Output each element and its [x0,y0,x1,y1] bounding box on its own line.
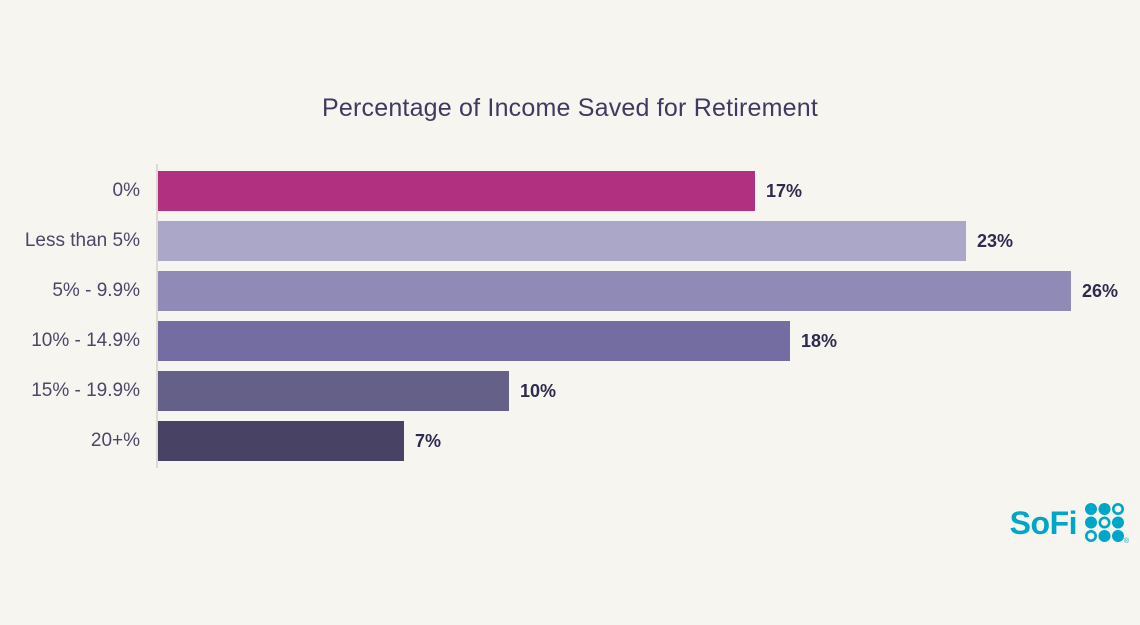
value-label: 23% [977,230,1014,251]
bar-track: 18% [158,321,1140,361]
bar [158,321,790,361]
registered-trademark-icon: ® [1123,538,1129,545]
bar-track: 17% [158,171,1140,211]
bar-track: 23% [158,221,1140,261]
bar-track: 26% [158,271,1140,311]
bar-row: 5% - 9.9% 26% [0,271,1140,311]
bar-track: 10% [158,371,1140,411]
bar-row: 20+% 7% [0,421,1140,461]
bar-chart: 0% 17% Less than 5% 23% 5% - 9.9% 26% 10… [0,164,1140,471]
category-label: 5% - 9.9% [52,280,140,301]
bar-row: 15% - 19.9% 10% [0,371,1140,411]
category-label: Less than 5% [24,230,140,251]
bar [158,221,966,261]
bar [158,271,1071,311]
category-label: 15% - 19.9% [31,380,140,401]
value-label: 7% [415,430,442,451]
category-label: 10% - 14.9% [31,330,140,351]
bar [158,421,404,461]
category-label: 0% [112,180,140,201]
bar-track: 7% [158,421,1140,461]
value-label: 18% [801,330,838,351]
sofi-wordmark: SoFi [1009,504,1078,541]
bar-row: Less than 5% 23% [0,221,1140,261]
chart-title: Percentage of Income Saved for Retiremen… [322,94,818,122]
bar [158,371,509,411]
bar [158,171,755,211]
category-label: 20+% [90,430,140,451]
sofi-dot-grid-icon [1085,503,1124,542]
value-label: 10% [520,380,557,401]
value-label: 17% [766,180,803,201]
bar-row: 0% 17% [0,171,1140,211]
bar-row: 10% - 14.9% 18% [0,321,1140,361]
value-label: 26% [1082,280,1119,301]
y-axis-line [156,164,158,468]
sofi-logo: SoFi ® [1009,502,1129,545]
